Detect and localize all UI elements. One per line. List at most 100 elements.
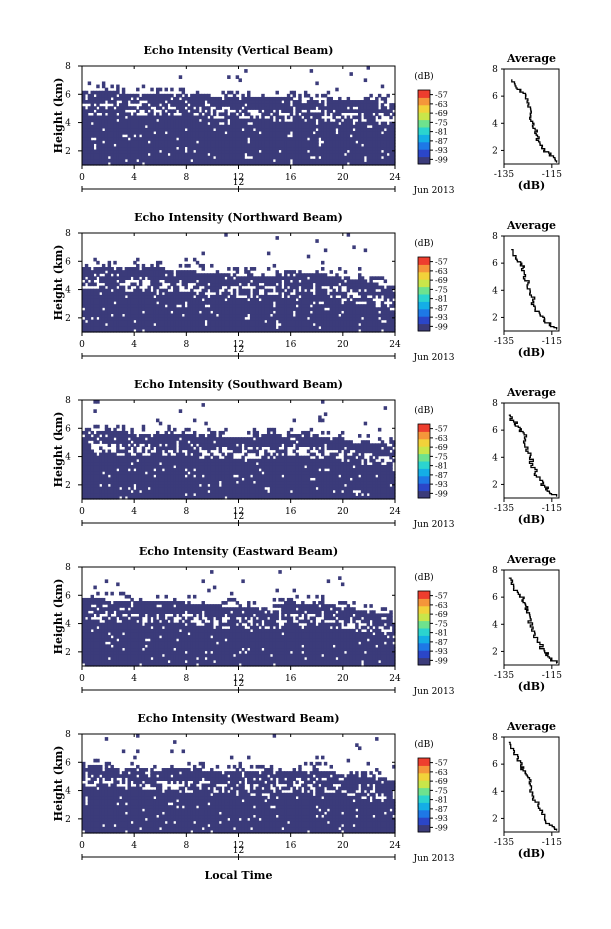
avg-y-tick-label: 6 <box>492 760 498 770</box>
avg-x-tick-label: -115 <box>542 337 562 347</box>
y-tick-label: 4 <box>65 119 71 129</box>
avg-x-label: (dB) <box>518 513 545 526</box>
x-tick-label: 24 <box>389 841 401 851</box>
x-tick-label: 0 <box>79 340 85 350</box>
colorbar-segment <box>418 286 430 295</box>
colorbar-segment <box>418 141 430 150</box>
x-tick-label: 24 <box>389 340 401 350</box>
x-tick-label: 0 <box>79 674 85 684</box>
x-tick-label: 20 <box>337 173 349 183</box>
colorbar-segment <box>418 446 430 455</box>
avg-y-tick-label: 2 <box>492 814 498 824</box>
y-tick-label: 8 <box>65 730 71 740</box>
y-tick-label: 6 <box>65 591 71 601</box>
colorbar-tick-label: -57 <box>435 592 448 601</box>
colorbar-tick-label: -81 <box>435 796 448 805</box>
y-tick-label: 2 <box>65 648 71 658</box>
colorbar-tick-label: -99 <box>435 322 448 331</box>
colorbar-tick-label: -69 <box>435 276 448 285</box>
x-tick-label: 0 <box>79 173 85 183</box>
colorbar-segment <box>418 650 430 659</box>
colorbar-tick-label: -87 <box>435 137 448 146</box>
y-axis-label: Height (km) <box>52 579 65 655</box>
colorbar-segment <box>418 809 430 818</box>
avg-y-tick-label: 4 <box>492 787 498 797</box>
average-frame <box>503 402 560 499</box>
colorbar-frame <box>417 256 431 332</box>
heatmap-title: Echo Intensity (Westward Beam) <box>137 712 339 725</box>
colorbar-segment <box>418 112 430 121</box>
y-tick-label: 4 <box>65 286 71 296</box>
x-tick-label: 20 <box>337 507 349 517</box>
colorbar-segment <box>418 802 430 811</box>
date-label: Jun 2013 <box>413 353 455 363</box>
x-axis-label: Local Time <box>205 869 273 882</box>
panel-3: Echo Intensity (Southward Beam)2468Heigh… <box>52 378 562 530</box>
colorbar-tick-label: -93 <box>435 480 448 489</box>
colorbar-segment <box>418 119 430 128</box>
avg-x-label: (dB) <box>518 346 545 359</box>
colorbar-tick-label: -75 <box>435 786 448 795</box>
colorbar-tick-label: -99 <box>435 489 448 498</box>
colorbar-segment <box>418 605 430 614</box>
colorbar-tick-label: -87 <box>435 805 448 814</box>
avg-y-tick-label: 4 <box>492 620 498 630</box>
noon-label: 12 <box>233 512 244 522</box>
noon-label: 12 <box>233 345 244 355</box>
colorbar-segment <box>418 635 430 644</box>
colorbar-tick-label: -93 <box>435 647 448 656</box>
colorbar-segment <box>418 475 430 484</box>
colorbar-segment <box>418 461 430 469</box>
x-tick-label: 20 <box>337 674 349 684</box>
colorbar-segment <box>418 591 430 599</box>
average-title: Average <box>506 386 556 399</box>
avg-y-tick-label: 2 <box>492 146 498 156</box>
heatmap-title: Echo Intensity (Vertical Beam) <box>143 44 333 57</box>
colorbar-segment <box>418 468 430 477</box>
avg-y-tick-label: 8 <box>492 232 498 242</box>
echo-field <box>82 734 396 834</box>
avg-x-tick-label: -135 <box>494 337 514 347</box>
x-tick-label: 8 <box>183 841 189 851</box>
colorbar-tick-label: -93 <box>435 814 448 823</box>
avg-x-label: (dB) <box>518 847 545 860</box>
y-axis-label: Height (km) <box>52 78 65 154</box>
colorbar-segment <box>418 271 430 280</box>
heatmap-title: Echo Intensity (Northward Beam) <box>134 211 343 224</box>
average-profile-line <box>508 577 558 664</box>
avg-y-tick-label: 8 <box>492 566 498 576</box>
colorbar-unit: (dB) <box>414 739 433 750</box>
colorbar-frame <box>417 590 431 666</box>
date-label: Jun 2013 <box>413 186 455 196</box>
avg-x-label: (dB) <box>518 680 545 693</box>
colorbar-tick-label: -81 <box>435 295 448 304</box>
noon-label: 12 <box>233 178 244 188</box>
colorbar-segment <box>418 758 430 766</box>
noon-label: 12 <box>233 679 244 689</box>
x-tick-label: 8 <box>183 507 189 517</box>
echo-field <box>82 66 396 166</box>
avg-y-tick-label: 2 <box>492 647 498 657</box>
x-tick-label: 12 <box>233 674 244 684</box>
colorbar-tick-label: -63 <box>435 434 448 443</box>
x-tick-label: 4 <box>131 340 137 350</box>
colorbar-segment <box>418 613 430 622</box>
avg-x-label: (dB) <box>518 179 545 192</box>
y-axis-label: Height (km) <box>52 746 65 822</box>
colorbar-tick-label: -69 <box>435 443 448 452</box>
y-tick-label: 2 <box>65 314 71 324</box>
x-tick-label: 12 <box>233 507 244 517</box>
colorbar-segment <box>418 257 430 265</box>
colorbar-tick-label: -69 <box>435 777 448 786</box>
average-frame <box>503 235 560 332</box>
colorbar-segment <box>418 97 430 106</box>
colorbar-segment <box>418 156 430 165</box>
colorbar-segment <box>418 294 430 302</box>
colorbar-tick-label: -81 <box>435 128 448 137</box>
colorbar-tick-label: -69 <box>435 109 448 118</box>
x-tick-label: 16 <box>285 841 297 851</box>
colorbar-frame <box>417 757 431 833</box>
colorbar-segment <box>418 642 430 651</box>
heatmap-title: Echo Intensity (Southward Beam) <box>134 378 343 391</box>
x-tick-label: 20 <box>337 841 349 851</box>
